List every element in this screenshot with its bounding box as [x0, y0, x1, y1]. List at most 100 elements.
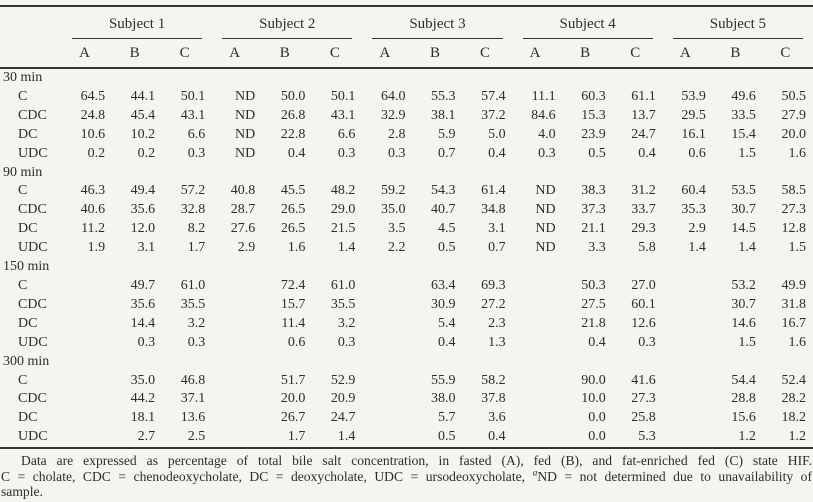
data-cell: 3.1	[112, 239, 162, 258]
data-cell: 27.9	[763, 107, 813, 126]
cell-value: 0.0	[588, 410, 606, 426]
data-cell: 14.4	[112, 315, 162, 334]
analyte-label: CDC	[18, 391, 47, 407]
subcolumn-label: A	[229, 44, 241, 61]
subject-header: Subject 3	[362, 6, 512, 39]
data-cell: 50.0	[262, 88, 312, 107]
cell-value: 2.3	[488, 315, 506, 331]
data-cell: 11.4	[262, 315, 312, 334]
data-cell: 45.5	[262, 182, 312, 201]
cell-value: 29.5	[681, 107, 706, 123]
data-cell: 26.8	[262, 107, 312, 126]
cell-value: 20.0	[280, 391, 306, 407]
data-cell	[212, 334, 262, 353]
cell-value: 44.1	[130, 88, 156, 104]
footnote-superscript-a: a	[532, 468, 538, 479]
data-cell: 32.9	[362, 107, 412, 126]
data-cell	[212, 277, 262, 296]
cell-value: 10.0	[581, 391, 606, 407]
data-cell	[663, 296, 713, 315]
cell-value: 0.2	[137, 145, 156, 161]
cell-value: ND	[235, 145, 256, 161]
cell-value: 1.5	[738, 145, 756, 161]
data-cell: 55.9	[412, 372, 462, 391]
cell-value: 58.2	[481, 372, 506, 388]
cell-value: 45.5	[280, 183, 306, 199]
data-cell: 1.5	[713, 145, 763, 164]
data-cell: 84.6	[513, 107, 563, 126]
cell-value: 61.4	[481, 183, 506, 199]
cell-value: 0.3	[187, 145, 206, 161]
cell-value: 5.3	[638, 429, 656, 445]
cell-value: 31.8	[781, 296, 807, 312]
cell-value: 44.2	[130, 391, 156, 407]
footnote-line-1: Data are expressed as percentage of tota…	[1, 453, 812, 469]
analyte-label: CDC	[18, 202, 47, 218]
cell-value: 60.1	[631, 296, 656, 312]
subcolumn-header: A	[62, 39, 113, 69]
data-cell: 0.3	[162, 145, 212, 164]
row-label: C	[0, 277, 62, 296]
data-cell: 21.1	[563, 220, 613, 239]
data-cell: 0.3	[162, 334, 212, 353]
table-footnote: Data are expressed as percentage of tota…	[0, 453, 813, 500]
cell-value: 54.4	[731, 372, 756, 388]
data-cell: 52.9	[312, 372, 362, 391]
cell-value: 34.8	[481, 202, 506, 218]
cell-value: 37.8	[481, 391, 506, 407]
data-cell: 2.9	[212, 239, 262, 258]
cell-value: 0.4	[638, 145, 656, 161]
data-cell: 49.6	[713, 88, 763, 107]
data-cell	[212, 296, 262, 315]
analyte-label: CDC	[18, 296, 47, 312]
cell-value: 37.3	[581, 202, 606, 218]
cell-value: 1.4	[688, 240, 706, 256]
subcolumn-header: B	[562, 39, 613, 69]
data-cell: 1.4	[312, 239, 362, 258]
subcolumn-label: B	[129, 44, 140, 61]
cell-value: 26.5	[280, 221, 306, 237]
cell-value: ND	[235, 88, 256, 104]
data-cell: 0.3	[613, 334, 663, 353]
time-label: 300 min	[3, 353, 50, 369]
cell-value: 51.7	[280, 372, 306, 388]
data-cell: 1.5	[713, 334, 763, 353]
data-cell: 35.3	[663, 201, 713, 220]
cell-value: 0.4	[588, 334, 606, 350]
data-cell: 1.7	[162, 239, 212, 258]
analyte-label: C	[18, 277, 28, 293]
data-cell	[362, 372, 412, 391]
data-cell	[362, 428, 412, 448]
table-row: DC 10.6 10.2 6.6 ND 22.8 6.6 2.8 5.9 5.0 4.0 23.9 24…	[0, 126, 813, 145]
cell-value: 5.7	[438, 410, 456, 426]
data-cell: 29.5	[663, 107, 713, 126]
cell-value: 48.2	[330, 183, 356, 199]
subject-label: Subject 3	[409, 16, 466, 32]
row-label: CDC	[0, 107, 62, 126]
data-cell: 49.4	[112, 182, 162, 201]
data-cell	[513, 315, 563, 334]
table-row: UDC 1.9 3.1 1.7 2.9 1.6 1.4 2.2 0.5 0.7 ND 3.3 5.8 1.…	[0, 239, 813, 258]
cell-value: 0.5	[588, 145, 606, 161]
data-cell: 69.3	[463, 277, 513, 296]
data-cell: 20.0	[763, 126, 813, 145]
cell-value: 0.0	[588, 429, 606, 445]
data-cell: 64.5	[62, 88, 112, 107]
cell-value: ND	[535, 183, 556, 199]
data-cell: 59.2	[362, 182, 412, 201]
cell-value: 22.8	[280, 126, 306, 142]
cell-value: 84.6	[531, 107, 556, 123]
cell-value: 1.3	[488, 334, 506, 350]
data-cell: 72.4	[262, 277, 312, 296]
subcolumn-header: C	[162, 39, 213, 69]
cell-value: 0.3	[187, 334, 206, 350]
cell-value: 15.3	[581, 107, 606, 123]
data-cell: 31.8	[763, 296, 813, 315]
data-cell: 61.1	[613, 88, 663, 107]
data-cell: 0.4	[412, 334, 462, 353]
time-group-label: 90 min	[0, 164, 813, 183]
data-cell: 0.4	[613, 145, 663, 164]
data-cell: 35.6	[112, 201, 162, 220]
subject-header: Subject 2	[212, 6, 362, 39]
